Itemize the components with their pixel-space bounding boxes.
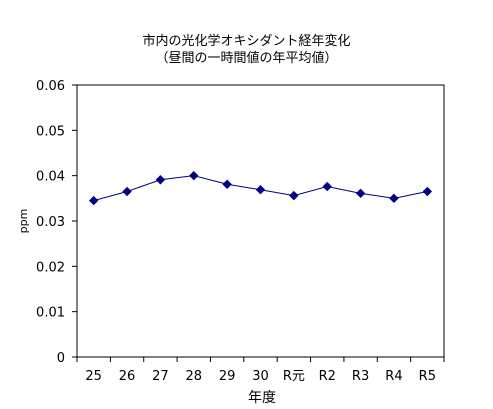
data-point	[355, 188, 366, 199]
x-tick-label: R5	[419, 369, 436, 384]
data-point	[389, 193, 399, 204]
y-tick-label: 0	[57, 351, 65, 366]
data-point	[289, 190, 299, 201]
x-tick-label: R元	[283, 369, 305, 384]
y-tick-label: 0.04	[36, 170, 65, 185]
y-tick-label: 0.03	[36, 215, 65, 230]
x-tick-label: 29	[219, 369, 236, 384]
x-tick-label: R2	[319, 369, 336, 384]
x-tick-label: 28	[185, 369, 202, 384]
x-tick-label: 30	[252, 369, 269, 384]
x-tick-label: R3	[352, 369, 369, 384]
data-point	[122, 186, 132, 197]
data-point	[422, 186, 433, 197]
x-tick-label: 26	[119, 369, 136, 384]
x-tick-label: R4	[385, 369, 402, 384]
y-axis-label: ppm	[17, 209, 30, 234]
y-tick-label: 0.05	[36, 124, 65, 139]
data-point	[189, 170, 199, 181]
y-tick-label: 0.02	[36, 260, 65, 275]
x-tick-label: 25	[85, 369, 102, 384]
data-point	[155, 175, 166, 185]
series-group	[88, 170, 433, 206]
data-point	[255, 185, 266, 195]
chart-title: 市内の光化学オキシダント経年変化	[142, 34, 351, 49]
y-tick-label: 0.01	[36, 306, 65, 321]
x-axis: 25 26 27 28 29 30 R元 R2 R3 R4 R5	[76, 357, 445, 384]
chart-subtitle: （昼間の一時間値の年平均値）	[155, 51, 338, 66]
x-axis-label: 年度	[248, 390, 276, 406]
x-tick-label: 27	[152, 369, 169, 384]
y-tick-label: 0.06	[36, 79, 65, 94]
data-point	[322, 181, 332, 192]
plot-area	[76, 84, 445, 358]
data-point	[222, 179, 232, 189]
data-point	[88, 195, 99, 206]
y-axis: 0 0.01 0.02 0.03 0.04 0.05 0.06	[36, 79, 77, 366]
